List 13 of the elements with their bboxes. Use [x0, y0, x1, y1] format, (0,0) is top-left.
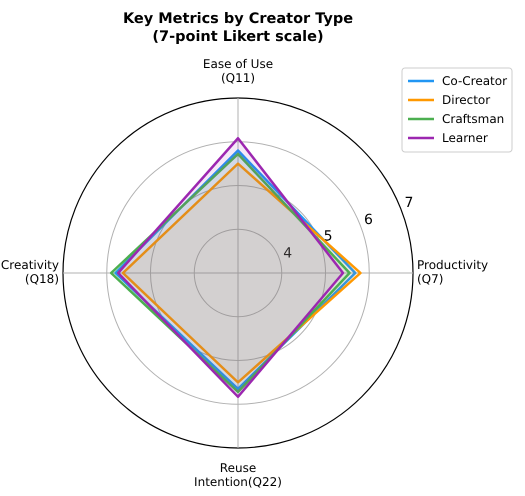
legend-label: Co-Creator — [442, 74, 508, 88]
y-tick-label: 4 — [283, 245, 292, 262]
y-tick-label: 7 — [404, 195, 414, 212]
spoke-label: Creativity (Q18) — [0, 258, 59, 286]
spoke-label: Reuse Intention(Q22) — [194, 461, 282, 489]
chart-title: Key Metrics by Creator Type (7-point Likert scale) — [122, 11, 354, 45]
legend-label: Craftsman — [442, 112, 504, 126]
spoke-label: Ease of Use (Q11) — [202, 57, 274, 85]
spoke-label: Productivity (Q7) — [417, 258, 488, 286]
y-tick-label: 5 — [324, 228, 333, 245]
legend-label: Learner — [442, 131, 488, 145]
y-tick-label: 6 — [364, 212, 374, 228]
legend-label: Director — [442, 93, 490, 107]
